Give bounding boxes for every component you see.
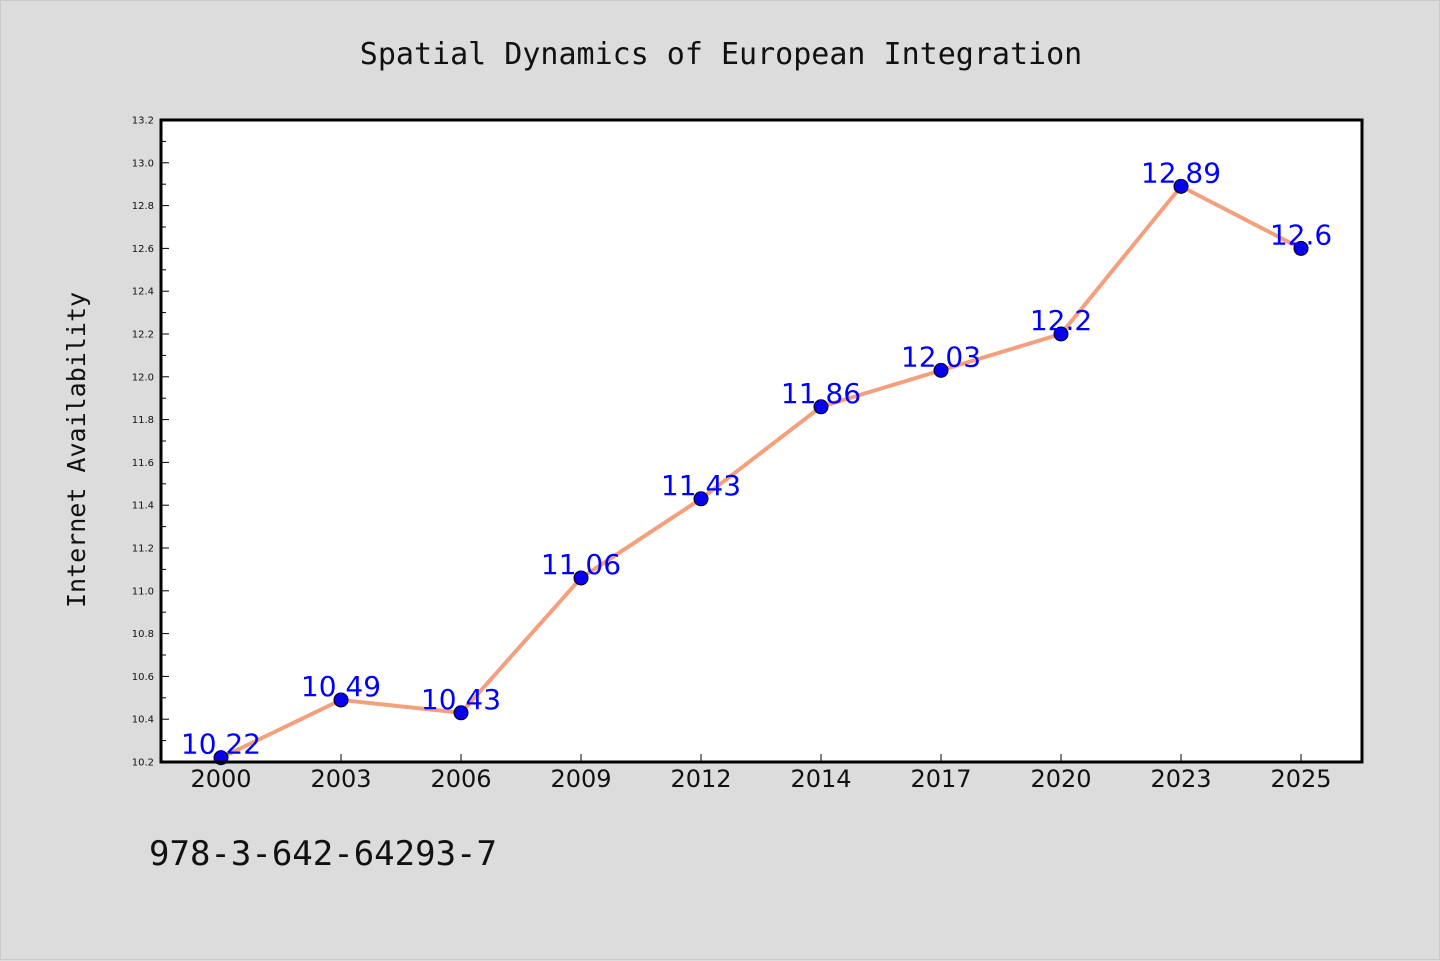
data-label: 12.03: [901, 340, 981, 373]
data-label: 10.43: [421, 683, 501, 716]
x-tick-label: 2025: [1270, 765, 1331, 793]
data-label: 11.43: [661, 469, 741, 502]
y-tick-label: 10.2: [132, 758, 154, 769]
data-point: [333, 692, 349, 708]
data-label: 11.86: [781, 377, 861, 410]
series-line-group: [220, 184, 1302, 760]
data-point: [1173, 178, 1189, 194]
y-tick-label: 10.8: [132, 629, 154, 640]
data-label: 12.89: [1141, 156, 1221, 189]
x-tick-label: 2020: [1030, 765, 1091, 793]
y-axis-label: Internet Availability: [62, 292, 91, 608]
series-line: [220, 184, 1302, 760]
chart-title: Spatial Dynamics of European Integration: [360, 37, 1082, 72]
x-tick-label: 2014: [790, 765, 851, 793]
y-tick-label: 11.8: [132, 415, 154, 426]
data-label: 10.22: [181, 728, 261, 761]
y-tick-label: 10.6: [132, 672, 154, 683]
y-tick-label: 10.4: [132, 715, 154, 726]
data-label: 10.49: [301, 670, 381, 703]
data-point: [813, 399, 829, 415]
data-point: [573, 570, 589, 586]
x-tick-label: 2000: [190, 765, 251, 793]
isbn-footer: 978-3-642-64293-7: [149, 834, 497, 874]
x-tick-label: 2006: [430, 765, 491, 793]
y-tick-label: 12.6: [132, 244, 154, 255]
y-tick-label: 11.4: [132, 501, 154, 512]
data-point: [933, 362, 949, 378]
x-tick-label: 2012: [670, 765, 731, 793]
data-markers: [213, 178, 1309, 766]
data-labels: 10.22 10.49 10.43 11.06 11.43 11.86 12.03 12.2 1…: [181, 156, 1332, 760]
y-tick-label: 12.8: [132, 201, 154, 212]
y-tick-label: 12.2: [132, 330, 154, 341]
y-tick-label: 11.2: [132, 544, 154, 555]
y-tick-label: 12.0: [132, 372, 154, 383]
data-point: [1293, 240, 1309, 256]
data-label: 12.6: [1270, 218, 1332, 251]
y-tick-label: 13.0: [132, 158, 154, 169]
y-axis-ticks: 10.2 10.4 10.6 10.8 11.0 11.2 11.4 11.6 11.8 12.0…: [132, 116, 169, 769]
y-tick-label: 13.2: [132, 116, 154, 127]
data-point: [1053, 326, 1069, 342]
y-tick-label: 12.4: [132, 287, 154, 298]
data-point: [693, 491, 709, 507]
x-tick-label: 2017: [910, 765, 971, 793]
x-tick-label: 2009: [550, 765, 611, 793]
x-tick-label: 2023: [1150, 765, 1211, 793]
x-tick-label: 2003: [310, 765, 371, 793]
plot-border: [159, 118, 1364, 764]
y-tick-label: 11.0: [132, 586, 154, 597]
x-axis-ticks: 2000 2003 2006 2009 2012 2014 2017 2020 2023 2025: [190, 754, 1332, 793]
data-label: 11.06: [541, 548, 621, 581]
plot-area: [161, 120, 1362, 762]
y-tick-label: 11.6: [132, 458, 154, 469]
data-point: [453, 705, 469, 721]
data-label: 12.2: [1030, 304, 1092, 337]
